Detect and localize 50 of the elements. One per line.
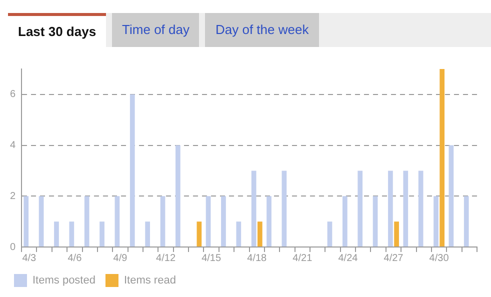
bar [160, 196, 166, 246]
y-tick-label: 0 [10, 242, 16, 253]
x-tick-label: 4/24 [338, 252, 358, 264]
bar [38, 196, 44, 246]
bar [257, 222, 262, 246]
x-tick-label: 4/30 [429, 252, 450, 264]
legend-label: Items posted [32, 274, 96, 287]
chart-title: Last 30 days [8, 13, 106, 47]
bar [448, 145, 454, 246]
bar [100, 222, 104, 246]
bar [418, 170, 424, 246]
bar [388, 170, 393, 246]
bar [440, 69, 445, 246]
x-tick-label: 4/27 [384, 252, 404, 264]
bar [69, 222, 74, 246]
bar [434, 196, 438, 246]
x-tick-label: 4/12 [156, 252, 176, 264]
x-tick-label: 4/15 [202, 252, 222, 264]
x-tick-label: 4/3 [22, 252, 37, 264]
bar [251, 170, 256, 246]
y-tick-label: 4 [10, 140, 16, 152]
bar [342, 196, 348, 246]
bar [145, 222, 150, 246]
legend-label: Items read [124, 274, 176, 287]
bar [266, 196, 272, 246]
bar [130, 94, 135, 246]
text: Time of day [112, 13, 200, 47]
bar [372, 196, 378, 246]
bar [176, 145, 180, 246]
x-tick-label: 4/21 [292, 252, 313, 264]
x-tick-label: 4/18 [247, 252, 268, 264]
bar [327, 222, 332, 246]
bar [84, 196, 90, 246]
bar [236, 222, 242, 246]
x-tick-label: 4/9 [113, 252, 128, 264]
bar [358, 170, 363, 246]
bar [54, 222, 59, 246]
y-tick-label: 2 [10, 190, 16, 202]
bar [403, 170, 408, 246]
bar [221, 196, 226, 246]
x-tick-label: 4/6 [68, 252, 82, 264]
bar [464, 196, 469, 246]
bar [282, 170, 287, 246]
bar [114, 196, 120, 246]
bar [206, 196, 211, 246]
bar [394, 222, 399, 246]
y-tick-label: 6 [10, 89, 16, 100]
bar [24, 196, 29, 246]
bar [196, 222, 202, 246]
text: Day of the week [205, 13, 319, 47]
